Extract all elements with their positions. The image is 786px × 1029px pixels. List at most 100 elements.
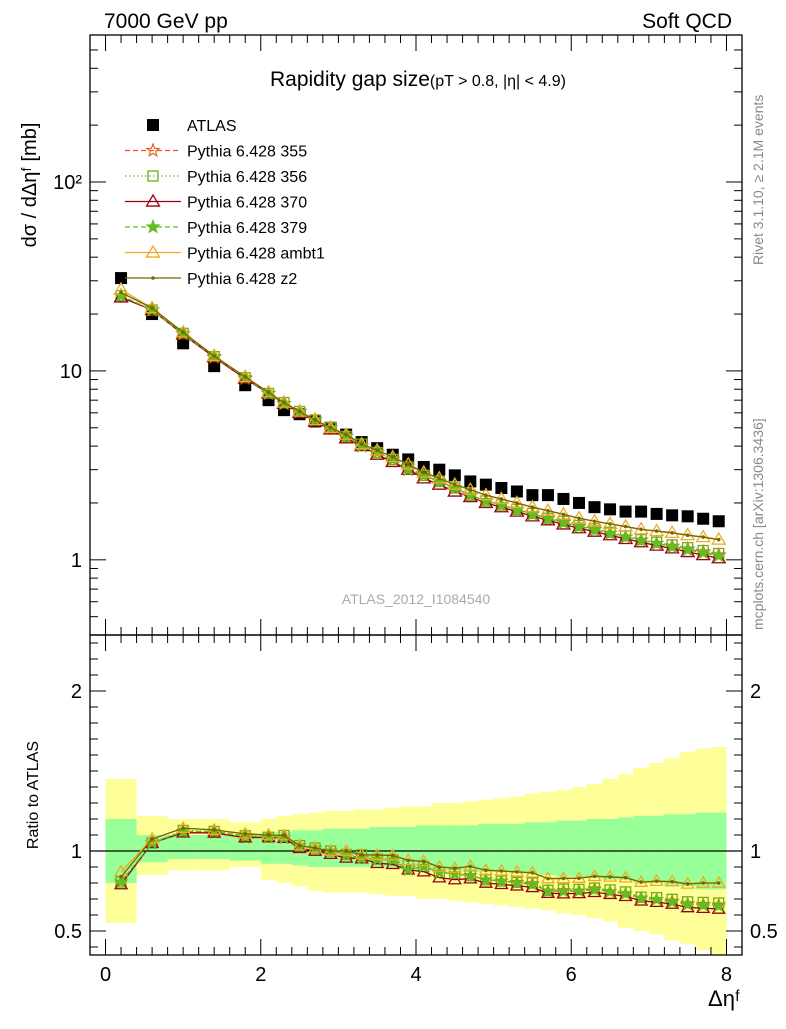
series-6-point [701, 535, 705, 539]
series-5-point [206, 348, 222, 362]
ratio-series-5-point [276, 828, 292, 841]
stat-band-bin [664, 814, 680, 887]
series-5-line [120, 288, 719, 541]
series-0-point [208, 360, 221, 373]
series-0-point [510, 485, 523, 498]
ratio-series-6-point [561, 876, 566, 881]
series-5-point [291, 403, 308, 417]
x-tick-label: 0 [100, 964, 111, 986]
chart-title-sub: (pT > 0.8, |η| < 4.9) [430, 73, 566, 90]
series-4-point [695, 544, 711, 560]
legend-marker [151, 276, 155, 280]
series-6-point [150, 306, 154, 310]
stat-band-bin [540, 822, 556, 875]
ratio-series-6-point [639, 880, 643, 884]
ratio-series-5-point [525, 865, 540, 878]
stat-band-bin [478, 823, 494, 872]
chart-title: Rapidity gap size(pT > 0.8, |η| < 4.9) [270, 68, 566, 91]
legend-marker [145, 193, 161, 207]
ratio-series-6-point [577, 876, 581, 880]
y-tick-label: 1 [71, 550, 82, 572]
stat-band-bin [586, 819, 603, 879]
legend-label: Pythia 6.428 379 [187, 220, 307, 237]
series-0-point [464, 475, 477, 488]
stat-band-bin [648, 815, 665, 883]
series-0-point [666, 509, 679, 522]
series-6-point [716, 537, 721, 542]
ratio-series-5-point [711, 875, 726, 888]
stat-band-bin [462, 825, 479, 872]
ratio-series-5-point [385, 848, 400, 861]
ratio-series-4-point [680, 897, 695, 911]
stat-band-bin [167, 835, 199, 859]
series-0-point [479, 478, 492, 491]
y-tick-label: 10 [60, 361, 82, 383]
ratio-series-6-point [484, 868, 488, 872]
series-6-point [546, 508, 550, 513]
series-5-point [276, 394, 292, 408]
ratio-series-4-point [587, 882, 602, 896]
ratio-series-4-point [525, 876, 540, 891]
series-6-point [654, 529, 659, 533]
watermark: ATLAS_2012_I1084540 [342, 591, 491, 607]
ratio-series-6-point [608, 875, 612, 879]
ratio-series-5-point [416, 854, 431, 867]
series-6-point [421, 470, 426, 475]
series-6-point [561, 512, 566, 517]
ratio-series-6-point [515, 870, 519, 874]
ratio-series-6-point [150, 837, 154, 841]
ratio-series-6-point [390, 853, 395, 858]
stat-band-bin [493, 823, 510, 872]
stat-band-bin [509, 823, 525, 874]
y-axis-label: dσ / dΔηᶠ [mb] [19, 123, 41, 248]
series-3-line [120, 296, 719, 559]
ratio-series-5-point [509, 864, 525, 877]
ratio-series-6-point [282, 833, 286, 838]
legend-label: Pythia 6.428 z2 [187, 271, 297, 288]
ratio-y-axis-label: Ratio to ATLAS [25, 741, 42, 849]
chart-title-main: Rapidity gap size [270, 68, 430, 91]
ratio-series-6-point [313, 846, 317, 850]
series-6-point [243, 375, 248, 379]
series-6-point [592, 519, 597, 524]
series-0-point [573, 496, 585, 509]
series-4-point [586, 521, 603, 537]
ratio-series-5-point [370, 847, 385, 860]
ratio-series-5-point [339, 843, 354, 856]
ratio-y-tick-label: 0.5 [54, 921, 82, 943]
ratio-series-5-point [261, 827, 276, 840]
ratio-series-6-point [359, 853, 364, 857]
ratio-series-6-point [716, 881, 721, 885]
ratio-series-5-point [463, 859, 478, 872]
x-tick-label: 4 [410, 964, 421, 986]
series-0-point [635, 505, 648, 518]
x-tick-label: 2 [255, 964, 266, 986]
stat-band-bin [229, 835, 261, 861]
series-4-point [571, 518, 587, 534]
series-6-point [328, 425, 333, 430]
ratio-series-4-point [695, 897, 711, 912]
series-0-point [588, 501, 601, 514]
header-left: 7000 GeV pp [104, 10, 228, 33]
series-6-point [406, 462, 411, 467]
ratio-series-6-point [685, 882, 690, 886]
ratio-series-5-point [602, 869, 618, 882]
series-6-point [297, 409, 302, 414]
ratio-series-6-point [701, 881, 705, 885]
ratio-series-6-point [453, 866, 457, 870]
series-6-point [390, 455, 395, 459]
ratio-series-6-point [328, 849, 333, 853]
series-6-point [577, 516, 581, 521]
header-right: Soft QCD [642, 10, 732, 33]
series-4-point [540, 510, 556, 526]
series-4-point [633, 532, 649, 547]
stat-band-bin [571, 820, 587, 877]
ratio-series-6-point [212, 828, 216, 832]
legend-marker [145, 244, 161, 258]
ratio-series-4-point [556, 883, 571, 898]
stat-band-bin [198, 835, 230, 859]
series-6-point [623, 524, 628, 529]
series-6-point [119, 290, 123, 295]
ratio-series-4-point [509, 875, 525, 890]
